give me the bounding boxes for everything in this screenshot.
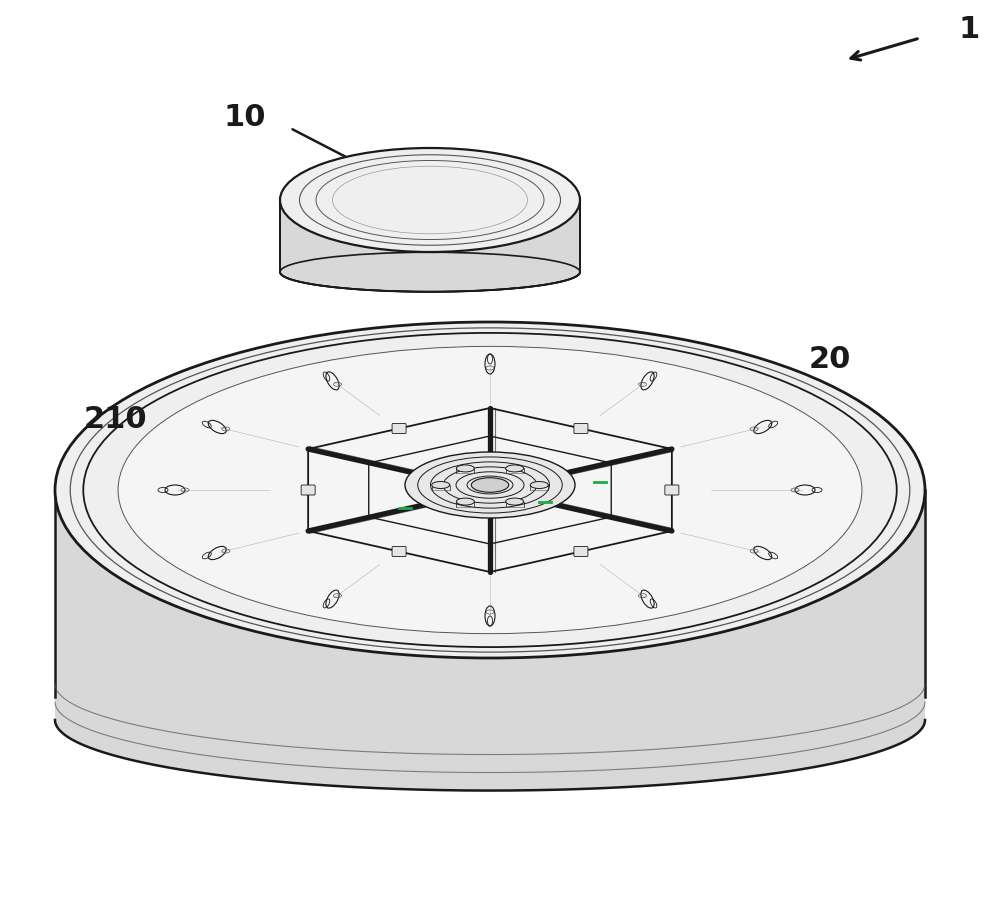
Text: 10: 10 xyxy=(224,103,266,133)
Ellipse shape xyxy=(471,478,509,493)
Ellipse shape xyxy=(405,452,575,518)
Ellipse shape xyxy=(456,465,474,472)
Ellipse shape xyxy=(506,498,524,505)
Ellipse shape xyxy=(530,482,548,488)
Ellipse shape xyxy=(456,498,474,505)
Ellipse shape xyxy=(506,465,524,472)
FancyBboxPatch shape xyxy=(392,547,406,557)
Text: 1: 1 xyxy=(958,16,979,45)
Ellipse shape xyxy=(280,148,580,252)
FancyBboxPatch shape xyxy=(574,423,588,433)
Ellipse shape xyxy=(55,322,925,658)
FancyBboxPatch shape xyxy=(665,485,679,495)
FancyBboxPatch shape xyxy=(392,423,406,433)
Text: 20: 20 xyxy=(809,345,851,375)
FancyBboxPatch shape xyxy=(574,547,588,557)
Text: 210: 210 xyxy=(83,406,147,434)
Polygon shape xyxy=(280,200,580,292)
FancyBboxPatch shape xyxy=(301,485,315,495)
Ellipse shape xyxy=(432,482,450,488)
Ellipse shape xyxy=(118,346,862,633)
Polygon shape xyxy=(55,490,925,791)
